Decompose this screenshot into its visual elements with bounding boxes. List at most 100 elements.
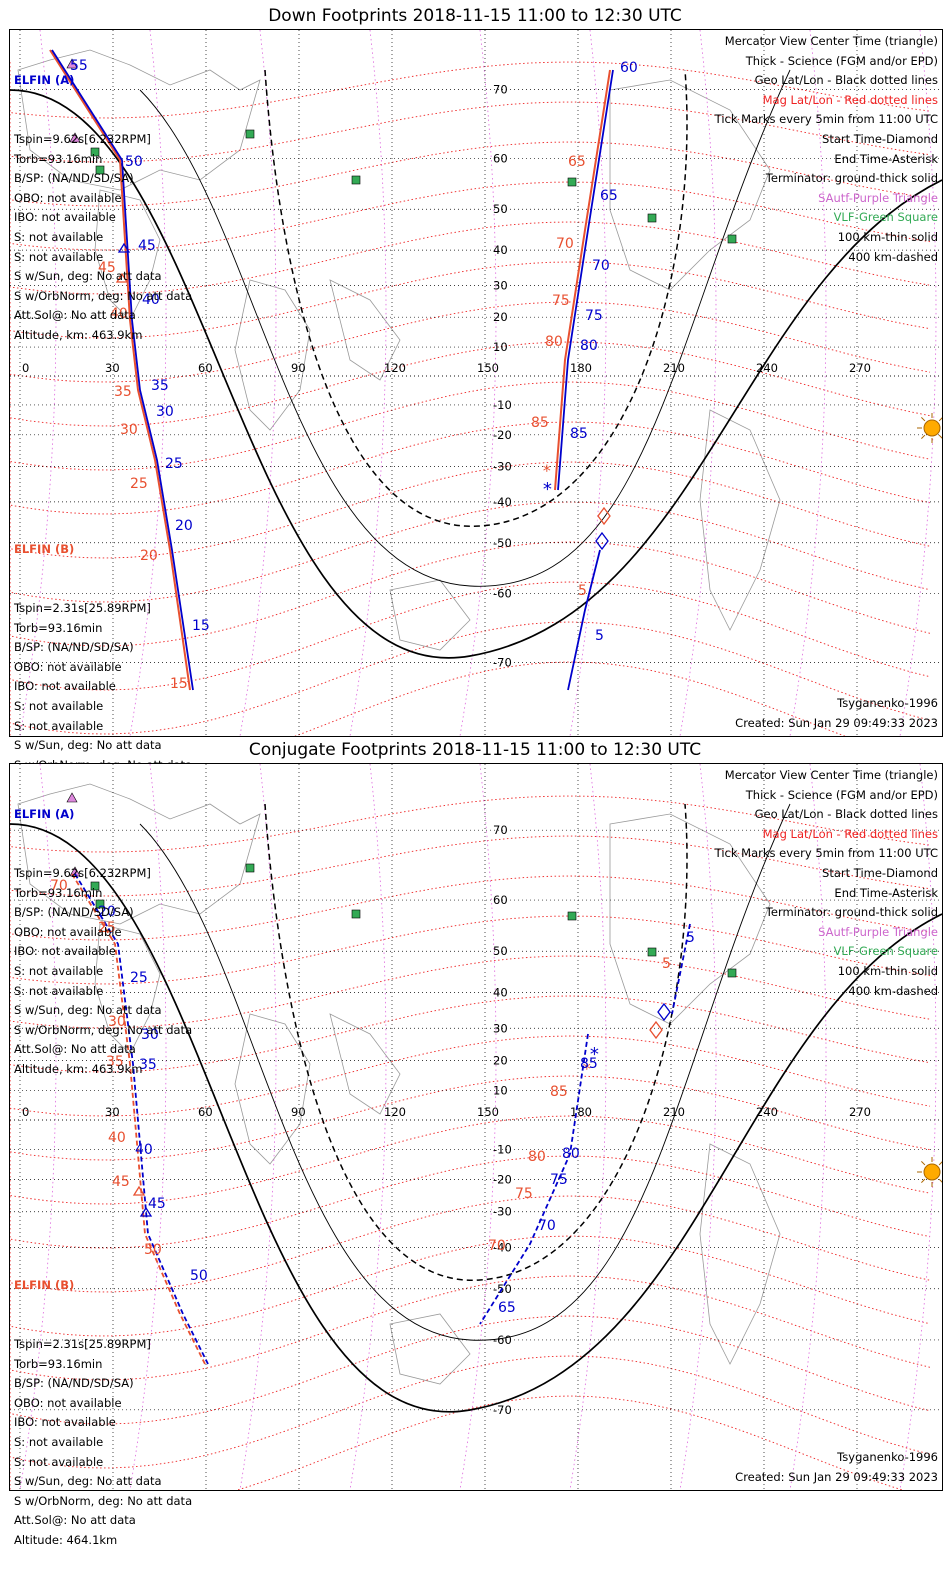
- elfin-a-tick-label: 25: [130, 970, 148, 986]
- vlf-square: [567, 177, 577, 187]
- geo-grid: [10, 764, 942, 1490]
- vlf-square: [647, 213, 657, 223]
- info-line: OBO: not available: [14, 1395, 122, 1410]
- center-triangle-b: [115, 272, 129, 283]
- mag-lon-line: [789, 764, 827, 1490]
- info-line: Tspin=2.31s[25.89RPM]: [14, 600, 151, 615]
- start-diamond-a: [657, 1002, 671, 1022]
- lat-tick-label: -20: [493, 428, 512, 442]
- info-line: Altitude: 464.1km: [14, 1532, 118, 1547]
- elfin-a-tick-label: 20: [98, 904, 116, 920]
- elfin-a-tick-label: 40: [142, 292, 160, 308]
- lon-tick-label: 120: [384, 1105, 406, 1119]
- sun-icon: [917, 413, 942, 443]
- mag-lat-line: [10, 101, 931, 163]
- elfin-a-tick-label: 65: [600, 188, 618, 204]
- info-line: S: not available: [14, 698, 104, 713]
- vlf-square: [245, 863, 255, 873]
- info-line: Torb=93.16min: [14, 620, 103, 635]
- down-title: Down Footprints 2018-11-15 11:00 to 12:3…: [268, 6, 682, 26]
- elfin-a-tick-label: 70: [592, 258, 610, 274]
- elfin-a-tick-label: 85: [570, 426, 588, 442]
- lon-tick-label: 180: [570, 1105, 592, 1119]
- landmass: [234, 1013, 311, 1165]
- info-line: OBO: not available: [14, 190, 122, 205]
- end-asterisk-b: *: [542, 461, 552, 480]
- sun-disk: [923, 1163, 941, 1181]
- conjugate-map: 0306090120150180210240270300330360706050…: [10, 764, 942, 1490]
- lat-tick-label: 70: [493, 823, 508, 837]
- lat-tick-label: -40: [493, 1240, 512, 1254]
- vlf-square: [647, 947, 657, 957]
- info-line: B/SP: (NA/ND/SD/SA): [14, 640, 134, 655]
- mag-lat-line: [10, 875, 931, 941]
- legend-line: End Time-Asterisk: [834, 885, 938, 900]
- start-diamond-b: [649, 1020, 663, 1040]
- elfin-b-tick-label: 75: [515, 1186, 533, 1202]
- elfin-b-tick-label: 5: [662, 956, 671, 972]
- elfin-a-tick-label: 30: [141, 1027, 159, 1043]
- elfin-b-tick-label: 70: [488, 1238, 506, 1254]
- legend-line: VLF-Green Square: [833, 210, 938, 225]
- elfin-b-tick-label: 40: [108, 1130, 126, 1146]
- info-line: S: not available: [14, 229, 104, 244]
- elfin-b-tick-label: 50: [144, 1242, 162, 1258]
- mag-lat-lines: [10, 795, 931, 1490]
- info-line: S w/OrbNorm, deg: No att data: [14, 1493, 193, 1508]
- terminator-400km: [264, 69, 688, 527]
- mag-lat-line: [10, 1115, 931, 1205]
- saa-triangle: [66, 792, 78, 803]
- elfin-b-tick-label: 70: [556, 236, 574, 252]
- lat-tick-label: -40: [493, 495, 512, 509]
- legend-line: 400 km-dashed: [848, 249, 938, 264]
- info-line: Tspin=2.31s[25.89RPM]: [14, 1336, 151, 1351]
- lon-tick-label: 60: [198, 1105, 213, 1119]
- sun-icon: [917, 1157, 942, 1187]
- landmass: [329, 1013, 401, 1115]
- elfin-b-tick-label: 5: [578, 583, 587, 599]
- mag-lon-line: [459, 764, 497, 1490]
- legend-line: Geo Lat/Lon - Black dotted lines: [754, 73, 938, 88]
- lat-tick-label: 30: [493, 278, 508, 292]
- terminator-100km: [139, 803, 791, 1341]
- vlf-square: [351, 175, 361, 185]
- info-line: Torb=93.16min: [14, 151, 103, 166]
- elfin-a-label: ELFIN (A): [14, 73, 75, 88]
- elfin-b-tick-label: 25: [98, 920, 116, 936]
- saa-triangle: [69, 132, 81, 143]
- mag-lat-line: [10, 1275, 931, 1381]
- info-line: B/SP: (NA/ND/SD/SA): [14, 171, 134, 186]
- down-map: 0306090120150180210240270300330360706050…: [10, 30, 942, 736]
- end-asterisk-b: *: [582, 1059, 592, 1078]
- landmass: [234, 279, 311, 431]
- lon-tick-label: 60: [198, 361, 213, 375]
- elfin-b-track-2: [554, 69, 611, 491]
- info-line: Altitude, km: 463.9km: [14, 1061, 143, 1076]
- mag-lat-line: [10, 1075, 931, 1161]
- created-label: Created: Sun Jan 29 09:49:33 2023: [735, 716, 938, 730]
- legend-line: End Time-Asterisk: [834, 151, 938, 166]
- elfin-a-info: ELFIN (A) Tspin=9.62s[6.232RPM] Torb=93.1…: [14, 32, 192, 385]
- elfin-a-track: [51, 49, 194, 691]
- lat-tick-label: 10: [493, 1084, 508, 1098]
- terminators: [10, 69, 942, 659]
- elfin-b-info: ELFIN (B) Tspin=2.31s[25.89RPM] Torb=93.1…: [14, 1237, 192, 1590]
- legend-line: Thick - Science (FGM and/or EPD): [745, 53, 938, 68]
- lat-tick-label: -20: [493, 1173, 512, 1187]
- legend-line: Terminator: ground-thick solid: [765, 905, 938, 920]
- landmass: [17, 783, 261, 925]
- lon-tick-label: 90: [291, 361, 306, 375]
- lon-tick-label: 120: [384, 361, 406, 375]
- elfin-b-label: ELFIN (B): [14, 1278, 75, 1293]
- elfin-a-tick-label: 40: [135, 1142, 153, 1158]
- elfin-b-label: ELFIN (B): [14, 542, 75, 557]
- info-line: S w/Sun, deg: No att data: [14, 1474, 162, 1489]
- elfin-b-track: [71, 873, 206, 1365]
- elfin-b-tick-label: 80: [528, 1149, 546, 1165]
- info-line: Tspin=9.62s[6.232RPM]: [14, 865, 151, 880]
- lon-tick-label: 180: [570, 361, 592, 375]
- elfin-a-track-2: [557, 69, 614, 491]
- elfin-a-tick-label: 85: [580, 1056, 598, 1072]
- lat-tick-label: -70: [493, 655, 512, 669]
- vlf-square: [727, 968, 737, 978]
